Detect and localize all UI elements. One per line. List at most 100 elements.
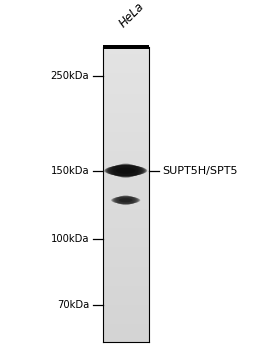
Ellipse shape: [112, 196, 139, 204]
Bar: [102, 273, 148, 274]
Bar: [102, 230, 148, 231]
Ellipse shape: [112, 196, 138, 204]
Bar: [102, 199, 148, 200]
Bar: [102, 309, 148, 311]
Bar: [102, 243, 148, 245]
Ellipse shape: [112, 196, 139, 204]
Bar: [102, 203, 148, 205]
Bar: [102, 262, 148, 264]
Bar: [102, 95, 148, 97]
Bar: [102, 181, 148, 182]
Ellipse shape: [105, 165, 145, 176]
Text: 250kDa: 250kDa: [50, 71, 89, 81]
Ellipse shape: [111, 197, 139, 204]
Bar: [102, 180, 148, 181]
Bar: [102, 182, 148, 184]
Bar: [102, 250, 148, 252]
Bar: [102, 110, 148, 112]
Bar: [102, 215, 148, 216]
Bar: [102, 120, 148, 122]
Bar: [102, 158, 148, 159]
Bar: [102, 171, 148, 172]
Ellipse shape: [105, 165, 146, 176]
Bar: [102, 159, 148, 160]
Bar: [102, 303, 148, 305]
Bar: [102, 101, 148, 103]
Bar: [102, 205, 148, 206]
Bar: [102, 92, 148, 94]
Bar: [102, 287, 148, 289]
Bar: [102, 138, 148, 140]
Bar: [102, 107, 148, 108]
Bar: [102, 196, 148, 197]
Bar: [102, 177, 148, 178]
Bar: [102, 56, 148, 57]
Text: 70kDa: 70kDa: [57, 300, 89, 310]
Bar: [102, 314, 148, 315]
Bar: [102, 221, 148, 222]
Ellipse shape: [107, 165, 143, 177]
Bar: [102, 169, 148, 171]
Bar: [102, 112, 148, 113]
Bar: [102, 209, 148, 211]
Ellipse shape: [113, 196, 138, 204]
Bar: [102, 211, 148, 212]
Bar: [102, 259, 148, 261]
Bar: [102, 152, 148, 153]
Bar: [102, 90, 148, 91]
Ellipse shape: [111, 164, 140, 177]
Bar: [102, 279, 148, 280]
Bar: [102, 271, 148, 273]
Bar: [102, 94, 148, 95]
Bar: [102, 228, 148, 230]
Bar: [102, 296, 148, 297]
Bar: [102, 311, 148, 313]
Bar: [102, 233, 148, 234]
Ellipse shape: [106, 165, 144, 176]
Bar: [102, 148, 148, 150]
Bar: [102, 341, 148, 342]
Bar: [102, 82, 148, 84]
Bar: [102, 114, 148, 116]
Bar: [102, 214, 148, 215]
Bar: [102, 289, 148, 290]
Bar: [102, 141, 148, 142]
Ellipse shape: [110, 164, 140, 177]
Bar: [102, 140, 148, 141]
Bar: [102, 208, 148, 209]
Bar: [102, 108, 148, 110]
Bar: [102, 84, 148, 85]
Bar: [102, 165, 148, 166]
Bar: [102, 69, 148, 70]
Bar: [102, 326, 148, 327]
Ellipse shape: [108, 164, 143, 177]
Bar: [102, 163, 148, 165]
Bar: [102, 315, 148, 317]
Bar: [102, 50, 148, 51]
Bar: [102, 308, 148, 309]
Ellipse shape: [109, 164, 141, 177]
Ellipse shape: [104, 166, 146, 176]
Bar: [102, 104, 148, 106]
Ellipse shape: [107, 165, 144, 176]
Bar: [102, 337, 148, 339]
Bar: [102, 286, 148, 287]
Ellipse shape: [106, 165, 145, 176]
Bar: [102, 61, 148, 63]
Bar: [102, 327, 148, 329]
Bar: [102, 160, 148, 162]
Bar: [102, 194, 148, 196]
Ellipse shape: [110, 197, 140, 204]
Bar: [102, 72, 148, 73]
Ellipse shape: [106, 165, 145, 176]
Bar: [102, 335, 148, 336]
Bar: [102, 261, 148, 262]
Bar: [102, 323, 148, 324]
Bar: [102, 67, 148, 69]
Bar: [102, 124, 148, 125]
Bar: [102, 153, 148, 154]
Bar: [102, 168, 148, 169]
Text: SUPT5H/SPT5: SUPT5H/SPT5: [162, 166, 237, 176]
Bar: [102, 295, 148, 296]
Bar: [102, 255, 148, 256]
